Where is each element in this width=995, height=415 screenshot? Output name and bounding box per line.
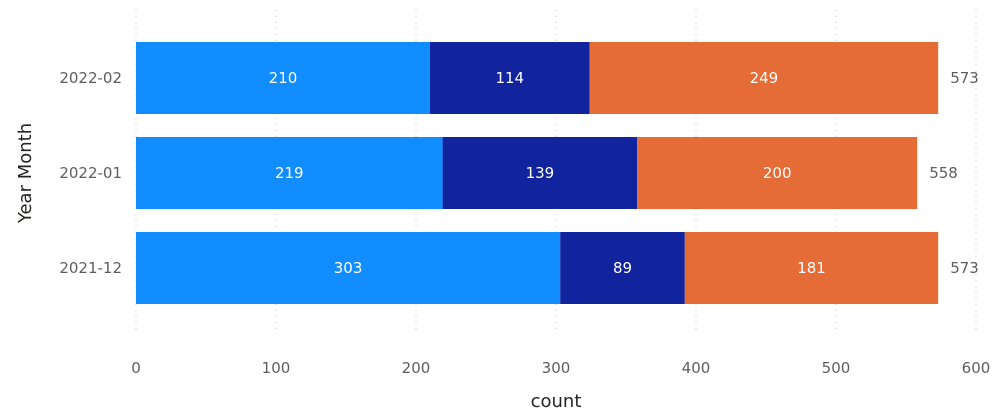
bars bbox=[136, 42, 939, 304]
bar-segment[interactable] bbox=[637, 137, 918, 209]
bar-segment[interactable] bbox=[136, 232, 561, 304]
y-tick-label: 2022-02 bbox=[59, 69, 122, 87]
bar-segment[interactable] bbox=[560, 232, 685, 304]
bar-value-label: 249 bbox=[750, 69, 779, 87]
bar-total-label: 573 bbox=[950, 259, 979, 277]
x-tick-label: 100 bbox=[262, 359, 291, 377]
x-tick-label: 400 bbox=[682, 359, 711, 377]
x-axis-title: count bbox=[531, 391, 582, 412]
y-tick-label: 2021-12 bbox=[59, 259, 122, 277]
x-tick-label: 600 bbox=[962, 359, 991, 377]
bar-segment[interactable] bbox=[684, 232, 939, 304]
bar-value-label: 303 bbox=[334, 259, 363, 277]
bar-segment[interactable] bbox=[430, 42, 590, 114]
bar-value-label: 210 bbox=[269, 69, 298, 87]
x-tick-label: 300 bbox=[542, 359, 571, 377]
bar-value-label: 200 bbox=[763, 164, 792, 182]
y-tick-label: 2022-01 bbox=[59, 164, 122, 182]
bar-segment[interactable] bbox=[589, 42, 939, 114]
bar-value-label: 114 bbox=[495, 69, 524, 87]
x-tick-label: 200 bbox=[402, 359, 431, 377]
y-axis-title: Year Month bbox=[15, 123, 36, 224]
data-labels: 210 114 249 573 219 139 200 558 303 89 181 573 bbox=[269, 69, 979, 277]
bar-total-label: 558 bbox=[929, 164, 958, 182]
bar-value-label: 219 bbox=[275, 164, 304, 182]
bar-total-label: 573 bbox=[950, 69, 979, 87]
bar-value-label: 181 bbox=[797, 259, 826, 277]
bar-value-label: 89 bbox=[613, 259, 632, 277]
x-tick-label: 0 bbox=[131, 359, 141, 377]
bar-segment[interactable] bbox=[136, 42, 430, 114]
bar-value-label: 139 bbox=[526, 164, 555, 182]
bar-segment[interactable] bbox=[442, 137, 638, 209]
x-tick-label: 500 bbox=[822, 359, 851, 377]
bar-segment[interactable] bbox=[136, 137, 443, 209]
axes: 0 100 200 300 400 500 600 2022-02 2022-01 2021-12… bbox=[15, 69, 990, 412]
